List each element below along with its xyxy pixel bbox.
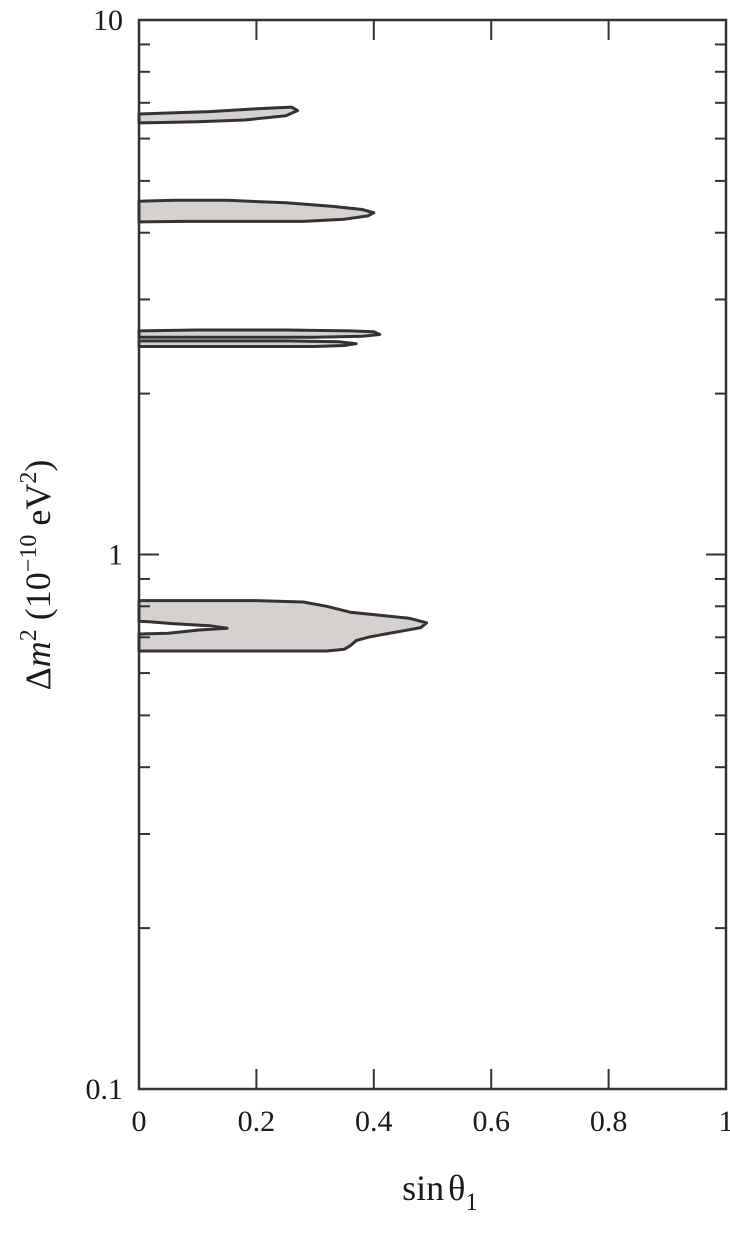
x-tick-label-3: 0.6: [472, 1105, 510, 1138]
y-tick-label-0: 0.1: [86, 1073, 124, 1106]
x-tick-label-5: 1: [719, 1105, 730, 1138]
x-tick-label-1: 0.2: [238, 1105, 276, 1138]
y-tick-label-1: 1: [108, 539, 123, 572]
axis-ticks: [139, 19, 726, 1090]
x-tick-label-4: 0.8: [590, 1105, 628, 1138]
allowed-region-1: [137, 105, 299, 125]
x-tick-label-2: 0.4: [355, 1105, 393, 1138]
allowed-region-4: [137, 339, 358, 348]
y-axis-label: Δm2 (10−10 eV2): [16, 460, 58, 691]
y-tick-label-2: 10: [93, 4, 123, 37]
axis-tick-labels: 0 0.2 0.4 0.6 0.8 1 0.1 1 10: [86, 4, 730, 1138]
allowed-region-2: [137, 198, 376, 224]
x-tick-label-0: 0: [132, 1105, 147, 1138]
plot-frame: [137, 18, 728, 1091]
allowed-region-5: [137, 599, 429, 653]
x-axis-label: sin θ1: [402, 1168, 478, 1216]
allowed-region-3: [137, 328, 382, 339]
allowed-regions: [137, 105, 429, 653]
